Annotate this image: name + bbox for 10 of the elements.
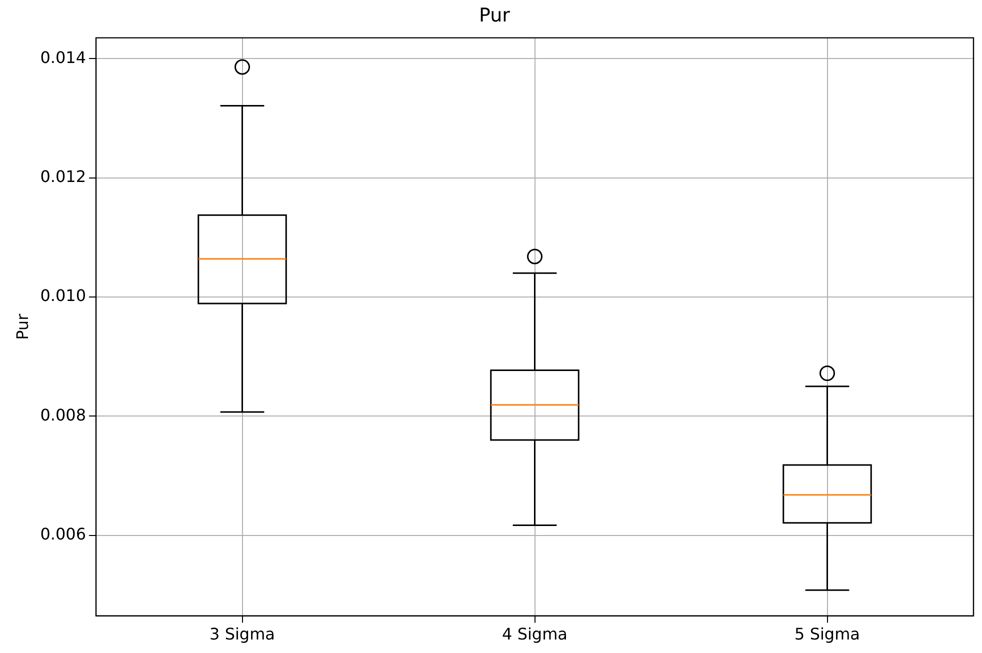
x-tick-label: 4 Sigma <box>502 624 568 644</box>
y-tick-label: 0.010 <box>40 286 86 306</box>
chart-title: Pur <box>479 4 510 26</box>
x-tick-label: 3 Sigma <box>210 624 275 644</box>
y-tick-label: 0.012 <box>40 166 86 186</box>
y-tick-label: 0.014 <box>40 48 86 67</box>
y-axis-title: Pur <box>12 313 32 340</box>
y-tick-label: 0.006 <box>40 524 86 544</box>
x-tick-label: 5 Sigma <box>794 624 860 644</box>
y-tick-label: 0.008 <box>40 405 86 424</box>
